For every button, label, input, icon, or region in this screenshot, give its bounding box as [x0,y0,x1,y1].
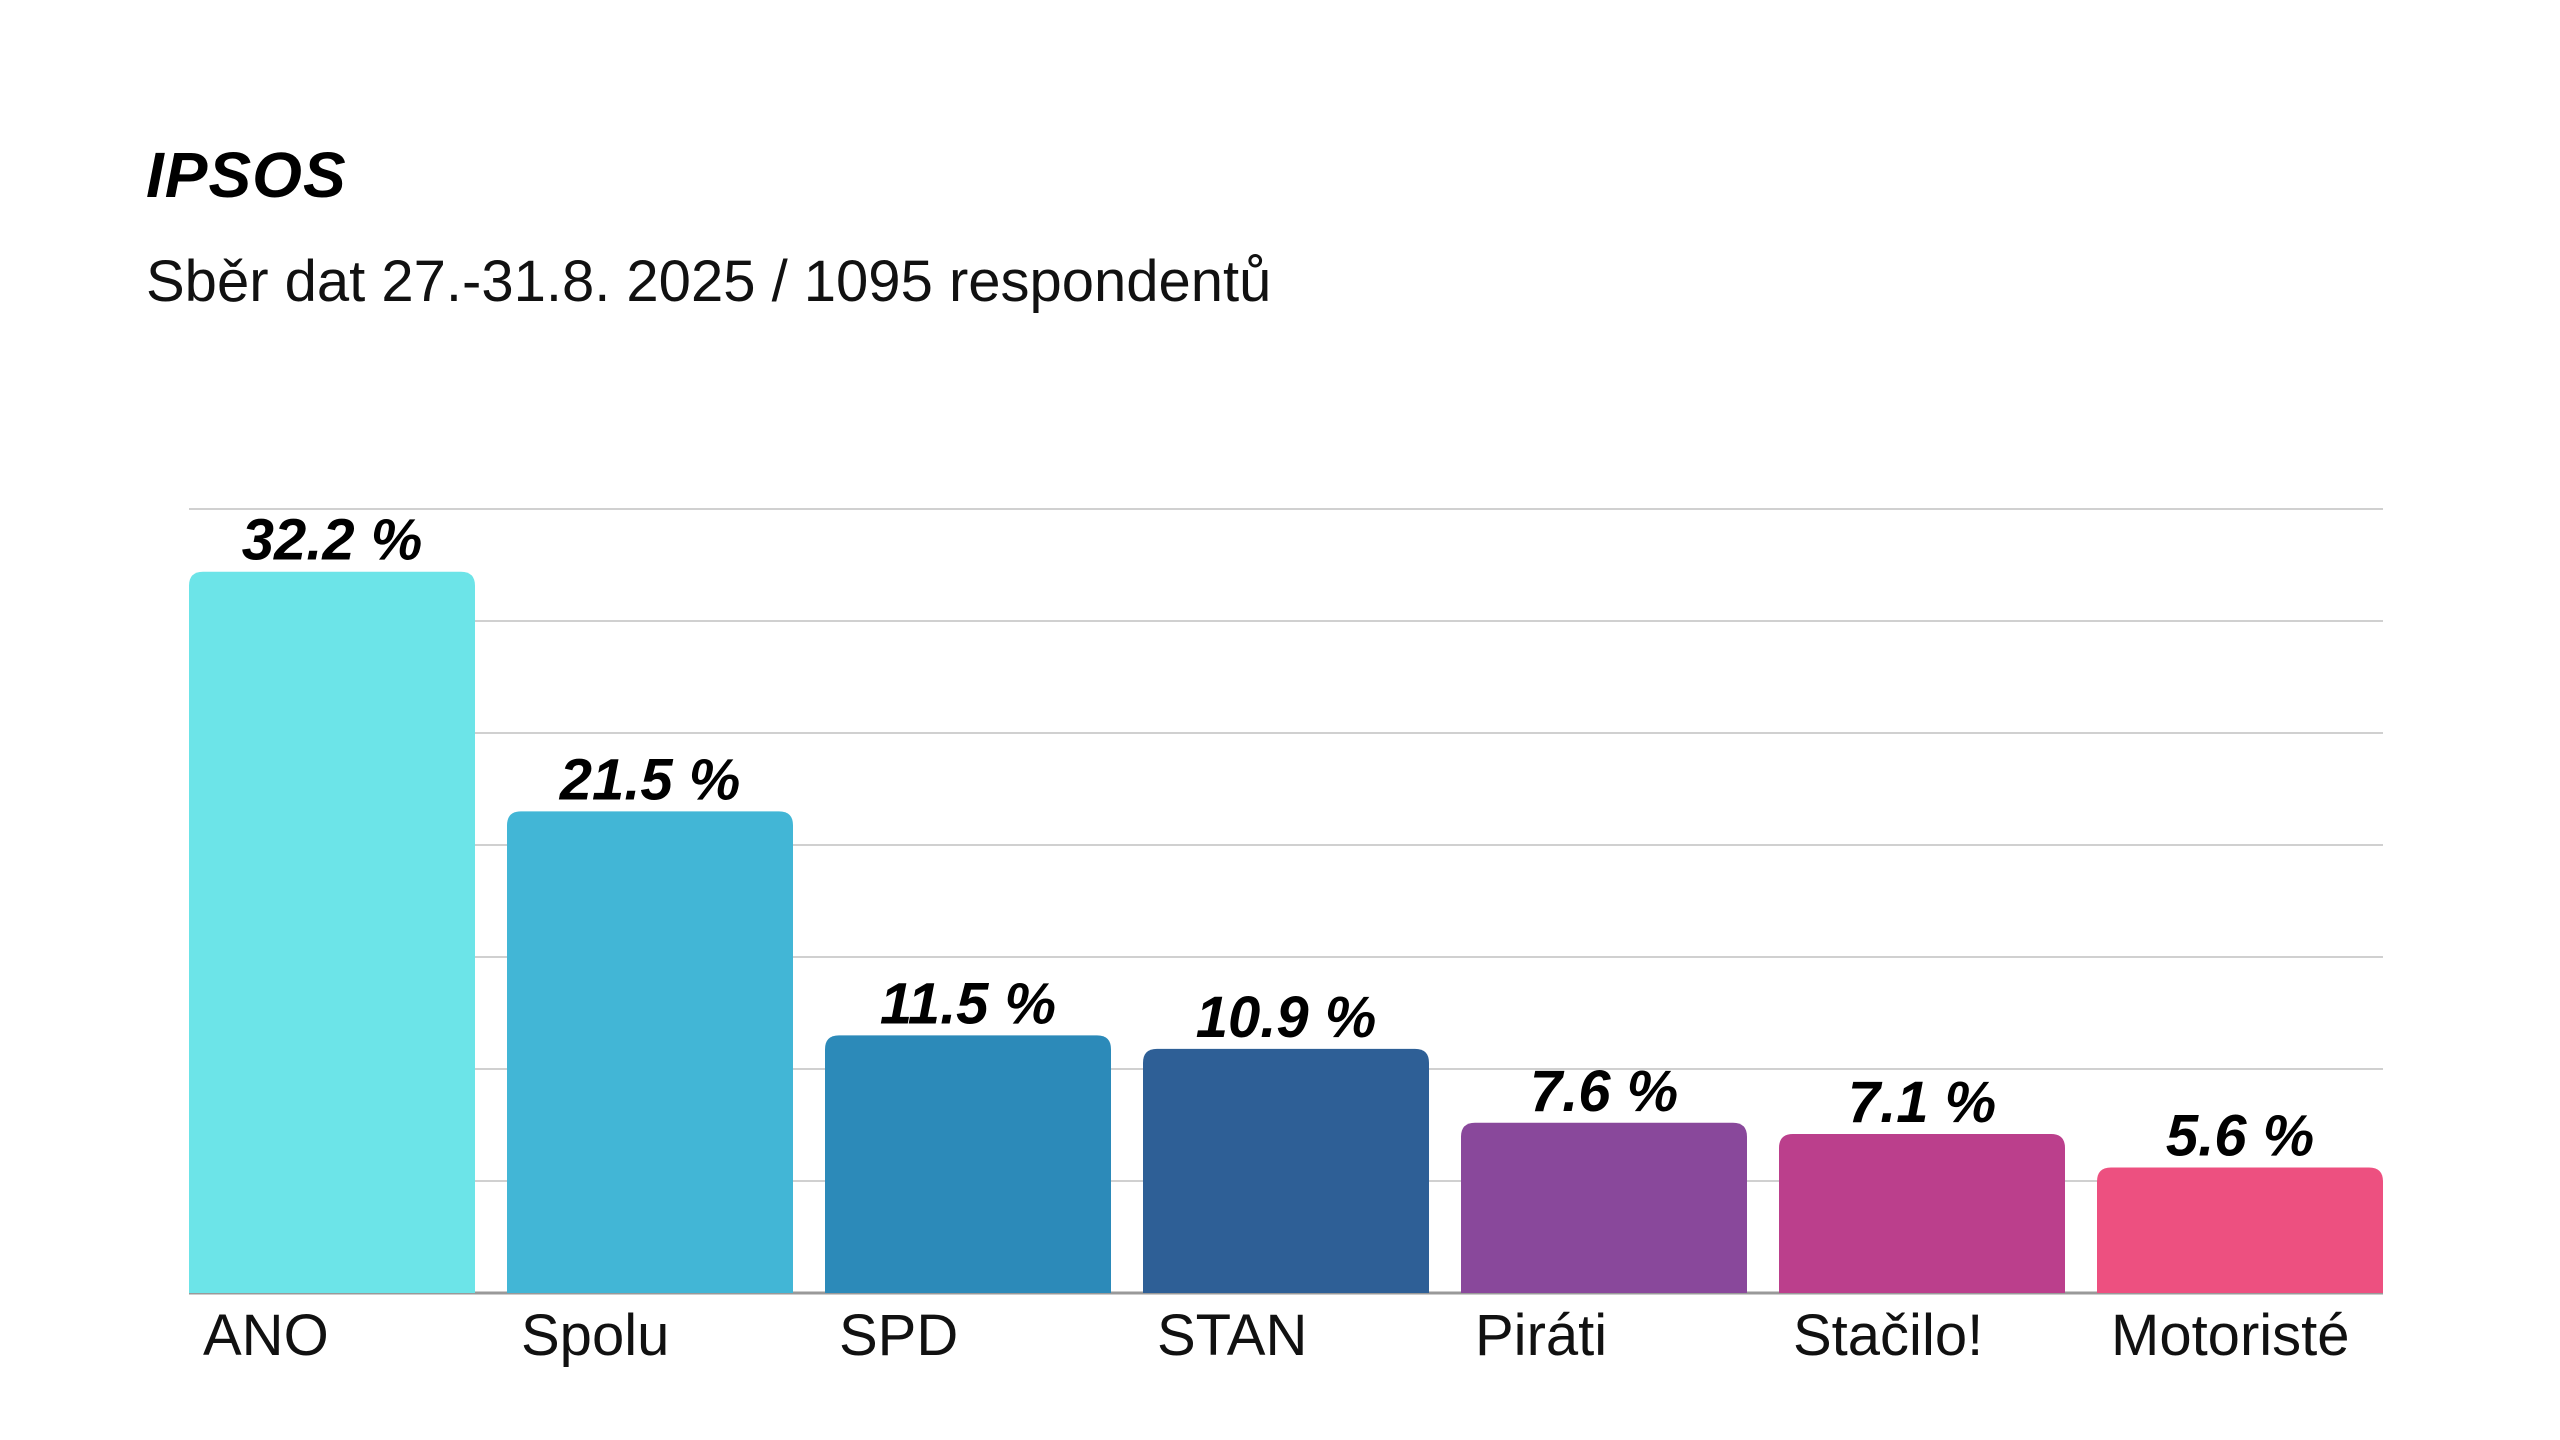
category-label: Motoristé [2111,1303,2350,1368]
data-label: 7.6 % [1530,1059,1678,1124]
data-label: 21.5 % [559,747,741,812]
data-label: 5.6 % [2166,1104,2314,1169]
data-label: 32.2 % [242,508,423,573]
data-label: 7.1 % [1848,1070,1996,1135]
category-label: Spolu [521,1303,669,1368]
category-label: Stačilo! [1793,1303,1983,1368]
bar-stan [1143,1048,1429,1293]
data-label: 11.5 % [880,971,1056,1036]
bar-spd [825,1035,1111,1293]
chart-subtitle: Sběr dat 27.-31.8. 2025 / 1095 responden… [146,249,1272,314]
category-label: Piráti [1475,1303,1607,1368]
category-label: STAN [1157,1303,1307,1368]
bar-motorist [2097,1167,2383,1293]
category-label: ANO [203,1303,329,1368]
bar-spolu [507,811,793,1293]
bar-stailo [1779,1133,2065,1293]
category-label: SPD [839,1303,958,1368]
chart-title: IPSOS [146,139,347,211]
bar-pirti [1461,1122,1747,1293]
data-label: 10.9 % [1196,985,1377,1050]
bar-ano [189,571,475,1293]
